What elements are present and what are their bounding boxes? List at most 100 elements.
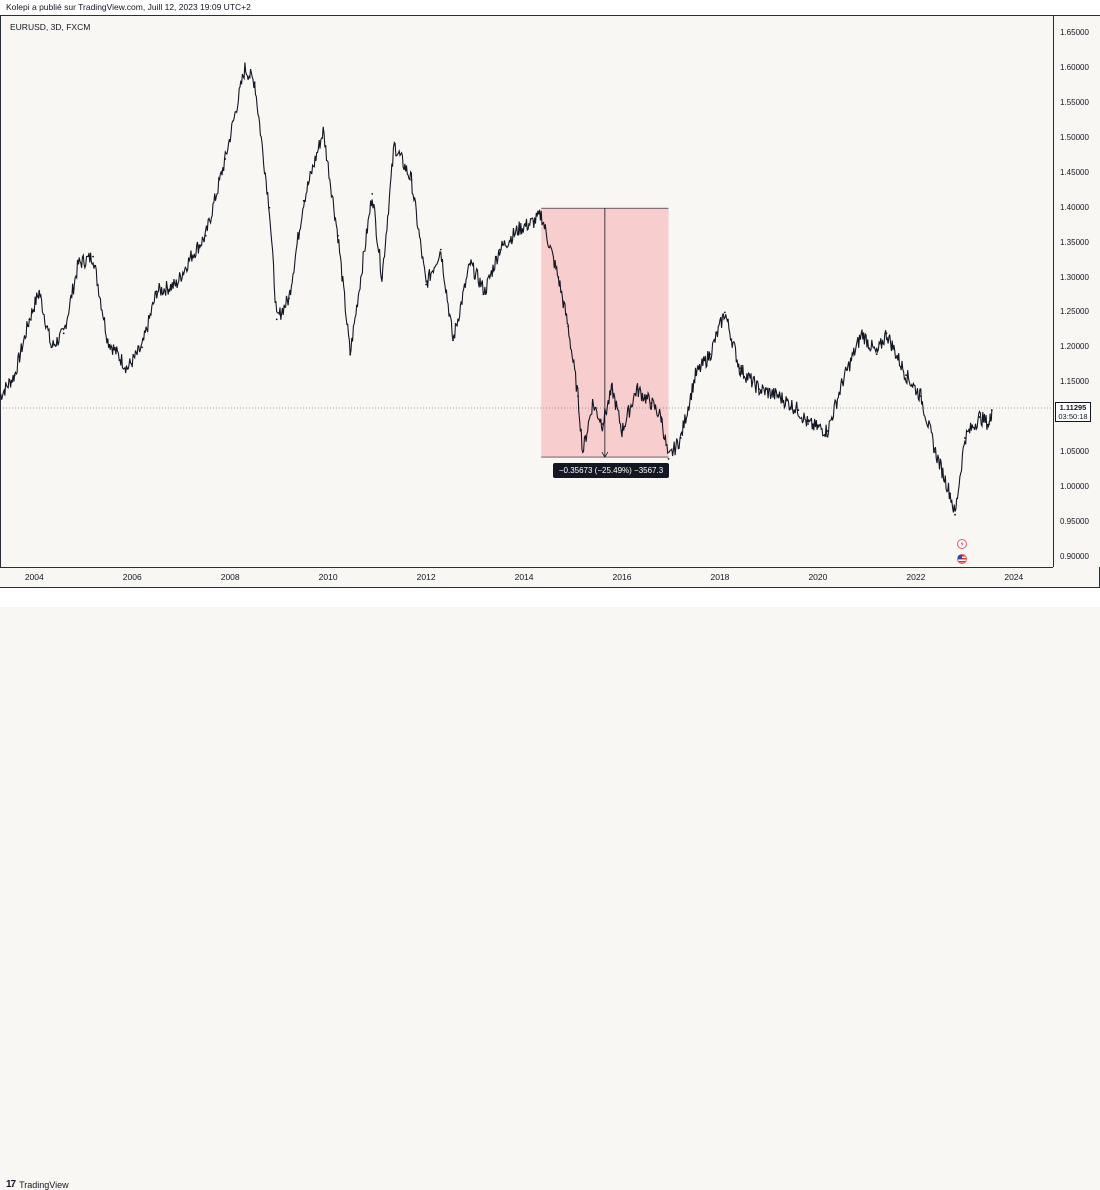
price-point: [13, 374, 16, 377]
price-point: [577, 395, 579, 398]
price-point: [807, 423, 810, 425]
price-point: [204, 234, 207, 237]
price-point: [381, 276, 383, 279]
price-point: [243, 67, 246, 70]
price-point: [141, 346, 143, 349]
price-point: [667, 457, 670, 460]
price-point: [106, 339, 109, 342]
time-tick-label: 2014: [514, 572, 534, 582]
price-point: [557, 276, 560, 279]
price-point: [498, 248, 501, 251]
price-point: [650, 402, 653, 404]
price-point: [581, 451, 584, 453]
price-tick-label: 1.55000: [1060, 98, 1089, 108]
us-flag-icon[interactable]: [957, 554, 967, 564]
price-point: [635, 388, 638, 391]
price-point: [919, 395, 922, 398]
price-point: [567, 325, 570, 328]
price-tick-label: 1.50000: [1060, 133, 1089, 143]
price-point: [275, 318, 278, 321]
price-point: [410, 179, 413, 181]
price-point: [875, 353, 878, 356]
price-point: [841, 381, 844, 384]
price-tick-label: 1.45000: [1060, 167, 1089, 177]
price-point: [77, 262, 80, 265]
price-point: [738, 367, 741, 370]
price-point: [532, 220, 535, 223]
price-point: [978, 416, 981, 418]
time-tick-label: 2004: [24, 572, 44, 582]
brand-name: TradingView: [19, 1179, 69, 1190]
chart-canvas[interactable]: [0, 0, 1100, 607]
time-tick-label: 2022: [906, 572, 926, 582]
price-point: [934, 451, 937, 453]
price-point: [439, 248, 442, 251]
price-point: [601, 423, 604, 425]
price-point: [694, 374, 697, 377]
price-point: [322, 130, 325, 132]
price-point: [452, 339, 454, 342]
price-tick-label: 1.30000: [1060, 272, 1089, 282]
time-axis[interactable]: [0, 567, 1053, 587]
price-point: [38, 290, 41, 293]
price-tick-label: 1.20000: [1060, 342, 1089, 352]
time-tick-label: 2024: [1004, 572, 1024, 582]
price-point: [621, 430, 623, 432]
price-tick-label: 1.00000: [1060, 481, 1089, 491]
price-point: [253, 81, 256, 84]
time-tick-label: 2018: [710, 572, 730, 582]
lightning-icon[interactable]: [957, 539, 967, 549]
time-tick-label: 2010: [318, 572, 338, 582]
price-point: [268, 206, 271, 209]
price-point: [155, 290, 158, 293]
price-tick-label: 1.65000: [1060, 28, 1089, 38]
price-point: [723, 311, 726, 314]
price-point: [224, 158, 227, 160]
measure-result-label: −0.35673 (−25.49%) −3567.3: [552, 463, 670, 479]
bottom-bar: 17 TradingView: [0, 587, 1100, 1190]
price-point: [50, 346, 53, 349]
price-point: [660, 416, 663, 418]
last-price-tag: 1.11295 03:50:18: [1055, 402, 1091, 422]
price-point: [885, 332, 888, 335]
time-tick-label: 2012: [416, 572, 436, 582]
price-point: [175, 283, 178, 286]
price-point: [963, 437, 966, 439]
price-point: [483, 290, 486, 293]
price-point: [302, 199, 305, 202]
last-price-value: 1.11295: [1059, 403, 1087, 412]
tradingview-logo-icon: 17: [6, 1179, 16, 1190]
time-tick-label: 2016: [612, 572, 632, 582]
symbol-label[interactable]: EURUSD, 3D, FXCM: [10, 22, 91, 32]
price-point: [540, 213, 543, 216]
time-tick-label: 2006: [122, 572, 142, 582]
price-point: [126, 367, 129, 370]
time-tick-label: 2008: [220, 572, 240, 582]
price-point: [469, 262, 472, 265]
price-point: [988, 423, 991, 425]
price-point: [349, 353, 352, 356]
tradingview-brand[interactable]: 17 TradingView: [6, 1179, 69, 1190]
price-point: [190, 255, 192, 258]
price-point: [371, 192, 374, 195]
price-axis[interactable]: [1053, 16, 1100, 567]
price-tick-label: 1.40000: [1060, 202, 1089, 212]
price-point: [518, 227, 521, 230]
price-tick-label: 0.95000: [1060, 516, 1089, 526]
price-point: [954, 513, 956, 516]
price-tick-label: 1.60000: [1060, 63, 1089, 73]
price-point: [393, 144, 396, 146]
price-series-line: [0, 62, 993, 513]
price-point: [62, 332, 65, 335]
price-tick-label: 1.15000: [1060, 377, 1089, 387]
price-point: [679, 437, 682, 439]
price-point: [425, 283, 427, 286]
price-tick-label: 1.35000: [1060, 237, 1089, 247]
price-point: [758, 388, 761, 391]
price-point: [709, 353, 712, 356]
price-point: [611, 388, 614, 391]
price-point: [861, 332, 863, 335]
price-tick-label: 0.90000: [1060, 551, 1089, 561]
price-tick-label: 1.05000: [1060, 446, 1089, 456]
price-tick-label: 1.25000: [1060, 307, 1089, 317]
